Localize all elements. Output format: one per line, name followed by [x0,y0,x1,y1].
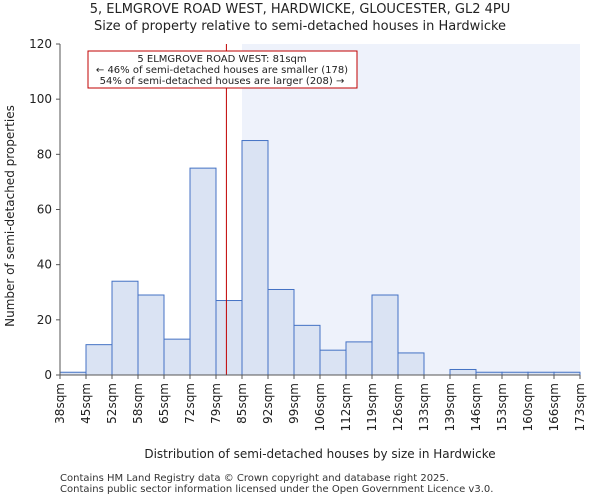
y-tick-label: 0 [44,368,52,382]
y-tick-label: 80 [37,147,52,161]
x-tick-label: 139sqm [443,383,457,431]
x-tick-label: 119sqm [365,383,379,431]
bar-65sqm [163,338,191,376]
x-tick-label: 99sqm [287,383,301,424]
x-tick-label: 126sqm [391,383,405,431]
x-tick-label: 79sqm [209,383,223,424]
bar-112sqm [345,341,373,376]
y-tick-label: 100 [29,92,52,106]
x-tick-label: 52sqm [105,383,119,424]
bar-85sqm [241,140,269,376]
bar-139sqm [449,368,477,376]
y-tick-label: 40 [37,258,52,272]
chart-title: 5, ELMGROVE ROAD WEST, HARDWICKE, GLOUCE… [89,2,511,17]
bar-72sqm [189,167,217,376]
x-tick-label: 106sqm [313,383,327,431]
x-tick-label: 58sqm [131,383,145,424]
footer-line-2: Contains public sector information licen… [60,484,494,495]
bar-52sqm [111,280,139,376]
x-tick-label: 133sqm [417,383,431,431]
bar-126sqm [397,352,425,376]
chart-subtitle: Size of property relative to semi-detach… [93,19,507,34]
x-axis-label: Distribution of semi-detached houses by … [144,447,495,461]
bar-99sqm [293,324,321,376]
bar-106sqm [319,349,347,376]
bar-119sqm [371,294,399,376]
x-tick-label: 166sqm [547,383,561,431]
x-tick-label: 173sqm [573,383,587,431]
x-tick-label: 45sqm [79,383,93,424]
y-tick-label: 120 [29,37,52,51]
footer-line-1: Contains HM Land Registry data © Crown c… [60,473,449,484]
x-tick-label: 146sqm [469,383,483,431]
x-tick-label: 65sqm [157,383,171,424]
y-tick-label: 60 [37,203,52,217]
bar-58sqm [137,294,165,376]
x-tick-label: 72sqm [183,383,197,424]
bar-92sqm [267,288,295,376]
x-tick-label: 160sqm [521,383,535,431]
x-tick-label: 153sqm [495,383,509,431]
x-tick-label: 92sqm [261,383,275,424]
bar-45sqm [85,344,113,376]
x-tick-label: 85sqm [235,383,249,424]
annotation-box [87,50,358,89]
highlight-region [242,44,580,375]
x-tick-label: 38sqm [53,383,67,424]
annotation-line-1: 5 ELMGROVE ROAD WEST: 81sqm [137,54,306,65]
y-tick-label: 20 [37,313,52,327]
annotation-line-2: ← 46% of semi-detached houses are smalle… [96,65,348,76]
bar-79sqm [215,300,243,376]
annotation: 5 ELMGROVE ROAD WEST: 81sqm ← 46% of sem… [87,50,358,89]
annotation-line-3: 54% of semi-detached houses are larger (… [100,76,345,87]
y-axis-label: Number of semi-detached properties [3,105,17,327]
x-tick-label: 112sqm [339,383,353,431]
